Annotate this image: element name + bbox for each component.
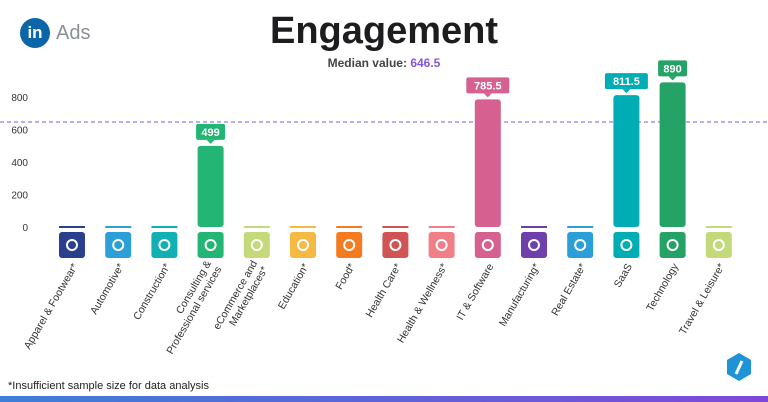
bottom-accent-bar <box>0 396 768 402</box>
icon-glyph <box>112 239 125 251</box>
empty-bar-marker <box>336 226 363 228</box>
data-label-box <box>466 77 510 94</box>
x-tick-label: Manufacturing* <box>497 262 543 329</box>
icon-glyph <box>620 239 633 251</box>
data-label-box <box>196 123 226 140</box>
touch-network-icon <box>659 232 686 258</box>
empty-bar-marker <box>151 226 178 228</box>
linkedin-icon: in <box>20 18 50 48</box>
empty-bar-marker <box>567 226 594 228</box>
empty-bar-marker <box>243 226 270 228</box>
bar <box>197 145 224 227</box>
x-tick-label: Travel & Leisure* <box>677 262 727 337</box>
hardhat-icon <box>151 232 178 258</box>
icon-glyph <box>389 239 402 251</box>
data-label-pointer <box>206 139 215 144</box>
logo-product-text: Ads <box>56 21 91 44</box>
icon-glyph <box>435 239 448 251</box>
linkedin-ads-logo: in Ads <box>20 18 90 48</box>
x-tick-label: Food* <box>333 262 357 292</box>
x-tick-label: Construction* <box>131 262 173 323</box>
tshirt-icon <box>59 232 85 258</box>
empty-bar-marker <box>105 226 132 228</box>
x-tick-label: Apparel & Footwear* <box>22 262 81 352</box>
empty-bar-marker <box>290 226 316 228</box>
chart-subtitle: Median value: 646.5 <box>0 56 768 70</box>
icon-glyph <box>343 239 356 251</box>
factory-icon <box>521 232 547 258</box>
icon-glyph <box>574 239 587 251</box>
data-label-box <box>604 73 648 90</box>
icon-glyph <box>204 239 217 251</box>
data-label: 811.5 <box>613 76 640 88</box>
y-tick-label: 800 <box>11 93 28 104</box>
car-icon <box>105 232 132 258</box>
empty-bar-marker <box>382 226 409 228</box>
x-tick-label: IT & Software <box>454 261 496 322</box>
x-tick-label: Education* <box>276 262 312 312</box>
apple-icon <box>336 232 363 258</box>
graduation-cap-icon <box>290 232 316 258</box>
bar <box>659 82 686 227</box>
median-value: 646.5 <box>410 56 441 70</box>
y-tick-label: 200 <box>11 191 28 202</box>
y-tick-label: 0 <box>22 223 28 234</box>
lotus-icon <box>428 232 455 258</box>
data-label: 785.5 <box>474 80 502 92</box>
empty-bar-marker <box>428 226 455 228</box>
suitcase-icon <box>705 232 732 258</box>
cloud-tree-icon <box>613 232 640 258</box>
data-label-pointer <box>668 76 677 81</box>
phone-chat-icon <box>197 232 224 258</box>
heart-pulse-icon <box>382 232 409 258</box>
icon-glyph <box>250 239 263 251</box>
icon-glyph <box>66 239 78 251</box>
x-tick-label: SaaS <box>612 262 635 290</box>
x-tick-label: Real Estate* <box>549 262 589 319</box>
bar <box>474 99 501 227</box>
key-house-icon <box>567 232 594 258</box>
cart-icon <box>243 232 270 258</box>
data-label: 499 <box>201 127 219 139</box>
data-label-pointer <box>483 93 492 98</box>
y-tick-label: 400 <box>11 158 28 169</box>
x-tick-label: Health & Wellness* <box>395 262 450 346</box>
chart-title: Engagement <box>269 10 499 52</box>
x-tick-label: Technology <box>644 261 681 314</box>
icon-glyph <box>481 239 494 251</box>
icon-glyph <box>528 239 540 251</box>
data-label-box <box>658 60 688 77</box>
x-tick-label: Automotive* <box>88 262 127 317</box>
icon-glyph <box>297 239 309 251</box>
data-label: 890 <box>663 63 681 75</box>
bar <box>613 95 640 227</box>
x-tick-label: Health Care* <box>364 262 404 320</box>
data-label-pointer <box>622 89 631 94</box>
icon-glyph <box>712 239 725 251</box>
icon-glyph <box>666 239 679 251</box>
y-tick-label: 600 <box>11 126 28 137</box>
empty-bar-marker <box>521 226 547 228</box>
median-label: Median value: <box>327 56 407 70</box>
footnote: *Insufficient sample size for data analy… <box>8 380 209 392</box>
empty-bar-marker <box>59 226 85 228</box>
icon-glyph <box>158 239 171 251</box>
monitor-icon <box>474 232 501 258</box>
empty-bar-marker <box>705 226 732 228</box>
